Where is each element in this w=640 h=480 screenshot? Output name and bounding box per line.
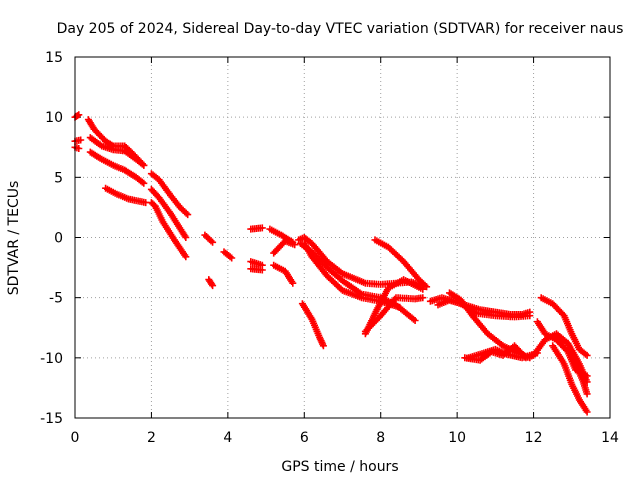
data-point xyxy=(182,253,190,261)
data-point xyxy=(181,232,189,240)
data-point xyxy=(583,390,591,398)
series-s2 xyxy=(71,143,83,152)
grid-lines xyxy=(75,57,610,418)
series-s19 xyxy=(270,261,297,287)
data-point xyxy=(140,179,148,187)
x-tick-label: 8 xyxy=(376,430,385,446)
x-tick-label: 10 xyxy=(448,430,466,446)
data-point xyxy=(75,111,83,119)
y-axis-label: SDTVAR / TECUs xyxy=(6,181,22,296)
data-point xyxy=(411,317,419,324)
data-point xyxy=(583,351,591,359)
data-point xyxy=(182,234,190,241)
axis-ticks: 0 2 4 6 8 10 12 14 -15 -10 -5 0 5 10 15 xyxy=(40,50,619,446)
series-s24 xyxy=(371,236,431,291)
data-point xyxy=(209,238,217,246)
series-s34 xyxy=(549,342,591,416)
data-point xyxy=(419,294,427,302)
y-tick-label: 10 xyxy=(45,110,63,126)
data-point xyxy=(184,211,192,219)
plot-frame xyxy=(74,56,611,419)
series-s31 xyxy=(465,345,541,362)
data-point xyxy=(258,224,266,232)
x-tick-label: 0 xyxy=(71,430,80,446)
series-s13 xyxy=(220,248,236,262)
data-point xyxy=(258,266,266,274)
series-s6 xyxy=(86,148,148,187)
series-s18 xyxy=(270,237,299,257)
x-tick-label: 14 xyxy=(601,430,619,446)
x-tick-label: 12 xyxy=(525,430,543,446)
series-s5 xyxy=(86,134,148,169)
x-tick-label: 2 xyxy=(147,430,156,446)
data-point xyxy=(140,161,148,169)
data-point xyxy=(583,408,591,416)
chart-title: Day 205 of 2024, Sidereal Day-to-day VTE… xyxy=(57,21,624,37)
series-s12 xyxy=(205,276,217,290)
data-point xyxy=(319,342,327,350)
data-point xyxy=(419,285,427,293)
series-s20 xyxy=(295,234,427,290)
x-axis-label: GPS time / hours xyxy=(281,459,398,475)
y-tick-label: -15 xyxy=(40,411,63,427)
series-s33 xyxy=(537,294,591,359)
series-s8 xyxy=(147,170,192,219)
data-point xyxy=(228,254,236,262)
series-s16 xyxy=(247,265,266,274)
data-point xyxy=(423,283,431,291)
x-tick-label: 6 xyxy=(300,430,309,446)
series-s26 xyxy=(361,294,427,335)
data-point xyxy=(583,372,591,380)
series-s9 xyxy=(147,185,190,241)
y-tick-label: -10 xyxy=(40,351,63,367)
series-s22 xyxy=(300,240,404,311)
series-s1 xyxy=(71,136,85,145)
data-point xyxy=(138,178,146,186)
data-marks xyxy=(71,111,591,416)
series-s10 xyxy=(147,199,190,261)
data-point xyxy=(209,282,217,290)
series-s25 xyxy=(361,276,427,338)
series-s35 xyxy=(553,332,591,398)
series-s3 xyxy=(71,111,83,121)
data-point xyxy=(291,241,299,249)
data-point xyxy=(182,209,190,217)
data-point xyxy=(138,160,146,168)
data-point xyxy=(533,349,541,357)
x-tick-label: 4 xyxy=(223,430,232,446)
series-s14 xyxy=(247,224,266,233)
series-s23 xyxy=(298,300,327,350)
data-point xyxy=(526,312,534,320)
series-s11 xyxy=(201,231,217,246)
series-s15 xyxy=(247,258,266,269)
data-point xyxy=(77,136,85,144)
data-point xyxy=(208,280,216,288)
data-point xyxy=(75,145,83,152)
y-tick-label: 0 xyxy=(54,231,63,247)
y-tick-label: 5 xyxy=(54,170,63,186)
series-s7 xyxy=(102,184,150,207)
data-point xyxy=(396,303,404,311)
data-point xyxy=(289,279,297,287)
y-tick-label: 15 xyxy=(45,50,63,66)
y-tick-label: -5 xyxy=(49,291,63,307)
